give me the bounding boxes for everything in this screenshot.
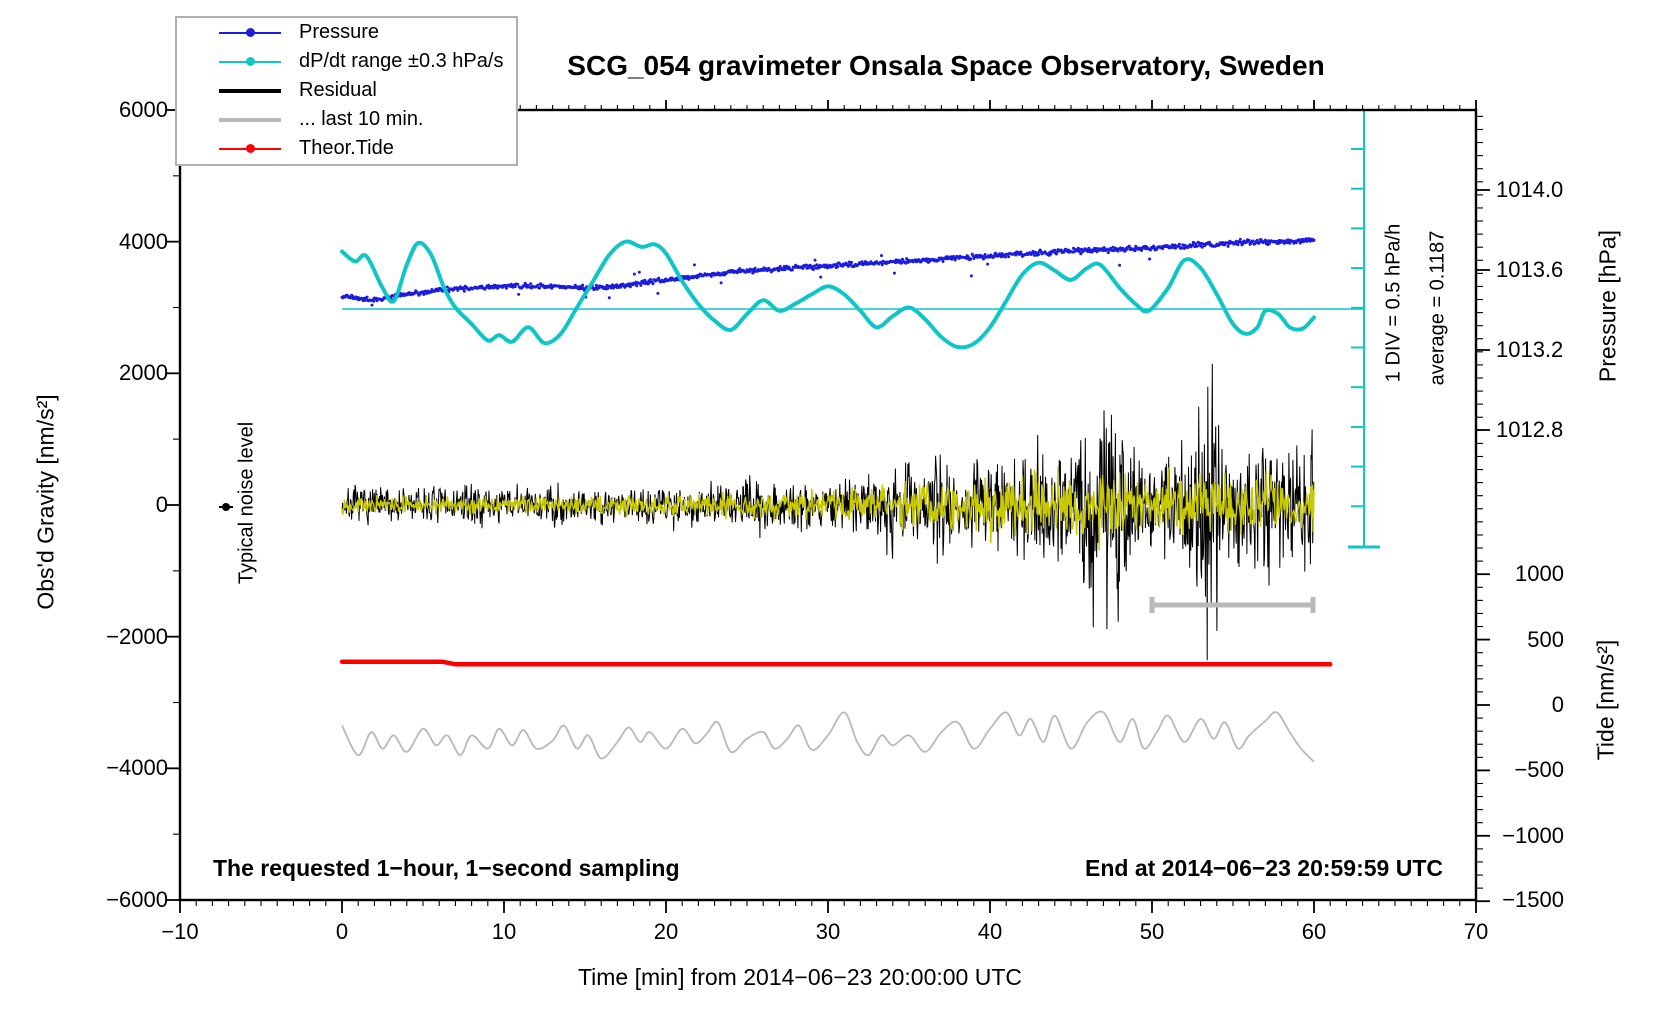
series-dpdt <box>340 239 1316 350</box>
legend-item-label: dP/dt range ±0.3 hPa/s <box>299 50 504 72</box>
legend-item-label: ... last 10 min. <box>299 108 424 130</box>
pressure-tick-label: 1013.2 <box>1496 337 1564 362</box>
legend-item: Pressure <box>177 18 516 47</box>
annotation-sampling-note: The requested 1−hour, 1−second sampling <box>213 855 680 881</box>
gravity-tick-label: −6000 <box>106 887 168 912</box>
x-tick-label: 0 <box>335 919 349 944</box>
tide-tick-label: 500 <box>1527 626 1564 652</box>
x-tick-label: 70 <box>1463 919 1489 944</box>
annotation-end-time: End at 2014−06−23 20:59:59 UTC <box>1085 855 1443 881</box>
gravity-tick-label: 6000 <box>119 97 168 122</box>
x-tick-label: 40 <box>977 919 1003 944</box>
legend-symbol-line-dot <box>219 18 281 47</box>
legend-item: ... last 10 min. <box>177 105 516 134</box>
x-tick-label: 20 <box>653 919 679 944</box>
series-theor-tide <box>339 659 1333 667</box>
tide-tick-label: −1500 <box>1502 887 1564 912</box>
tide-tick-label: −500 <box>1514 757 1564 783</box>
series-last-10-min <box>341 710 1315 763</box>
gravity-tick-label: 2000 <box>119 360 168 386</box>
gravity-tick-label: 0 <box>155 492 168 517</box>
annotation-average: average = 0.1187 <box>1426 230 1449 386</box>
chart-title: SCG_054 gravimeter Onsala Space Observat… <box>567 50 1325 81</box>
gravity-tick-label: −2000 <box>106 623 168 649</box>
series-residual-filtered <box>341 467 1315 551</box>
pressure-tick-label: 1014.0 <box>1496 177 1564 202</box>
gravity-tick-label: 4000 <box>119 228 168 254</box>
x-tick-label: 50 <box>1139 919 1165 944</box>
x-tick-label: 30 <box>815 919 841 944</box>
legend-symbol-line <box>219 76 281 105</box>
legend-item: Theor.Tide <box>177 134 516 163</box>
annotation-typical-noise-level: Typical noise level <box>235 421 258 585</box>
pressure-tick-label: 1013.6 <box>1496 257 1564 282</box>
legend: Pressure dP/dt range ±0.3 hPa/s Residual..… <box>175 16 518 166</box>
legend-item: dP/dt range ±0.3 hPa/s <box>177 47 516 76</box>
x-tick-label: 60 <box>1301 919 1327 944</box>
tide-tick-label: −1000 <box>1502 822 1564 848</box>
y-axis-label-pressure: Pressure [hPa] <box>1594 229 1621 383</box>
series-residual <box>341 363 1315 661</box>
x-tick-label: −10 <box>161 919 199 944</box>
noise-marker-dot <box>222 503 230 511</box>
tide-tick-label: 0 <box>1551 692 1564 717</box>
legend-symbol-line-dot <box>219 47 281 76</box>
pressure-tick-label: 1012.8 <box>1496 417 1564 442</box>
legend-item: Residual <box>177 76 516 105</box>
y-axis-label-tide: Tide [nm/s²] <box>1592 639 1619 761</box>
gravity-tick-label: −4000 <box>106 755 168 781</box>
legend-item-label: Pressure <box>299 21 380 43</box>
series-pressure <box>340 237 1316 307</box>
legend-item-label: Residual <box>299 79 377 101</box>
tide-tick-label: 1000 <box>1515 561 1564 587</box>
x-axis-label: Time [min] from 2014−06−23 20:00:00 UTC <box>577 964 1023 990</box>
legend-symbol-line-dot <box>219 134 281 163</box>
y-axis-label-gravity: Obs'd Gravity [nm/s²] <box>32 394 59 610</box>
x-tick-label: 10 <box>491 919 517 944</box>
annotation-div-scale: 1 DIV = 0.5 hPa/h <box>1382 223 1405 383</box>
legend-item-label: Theor.Tide <box>299 137 394 159</box>
legend-symbol-line <box>219 105 281 134</box>
